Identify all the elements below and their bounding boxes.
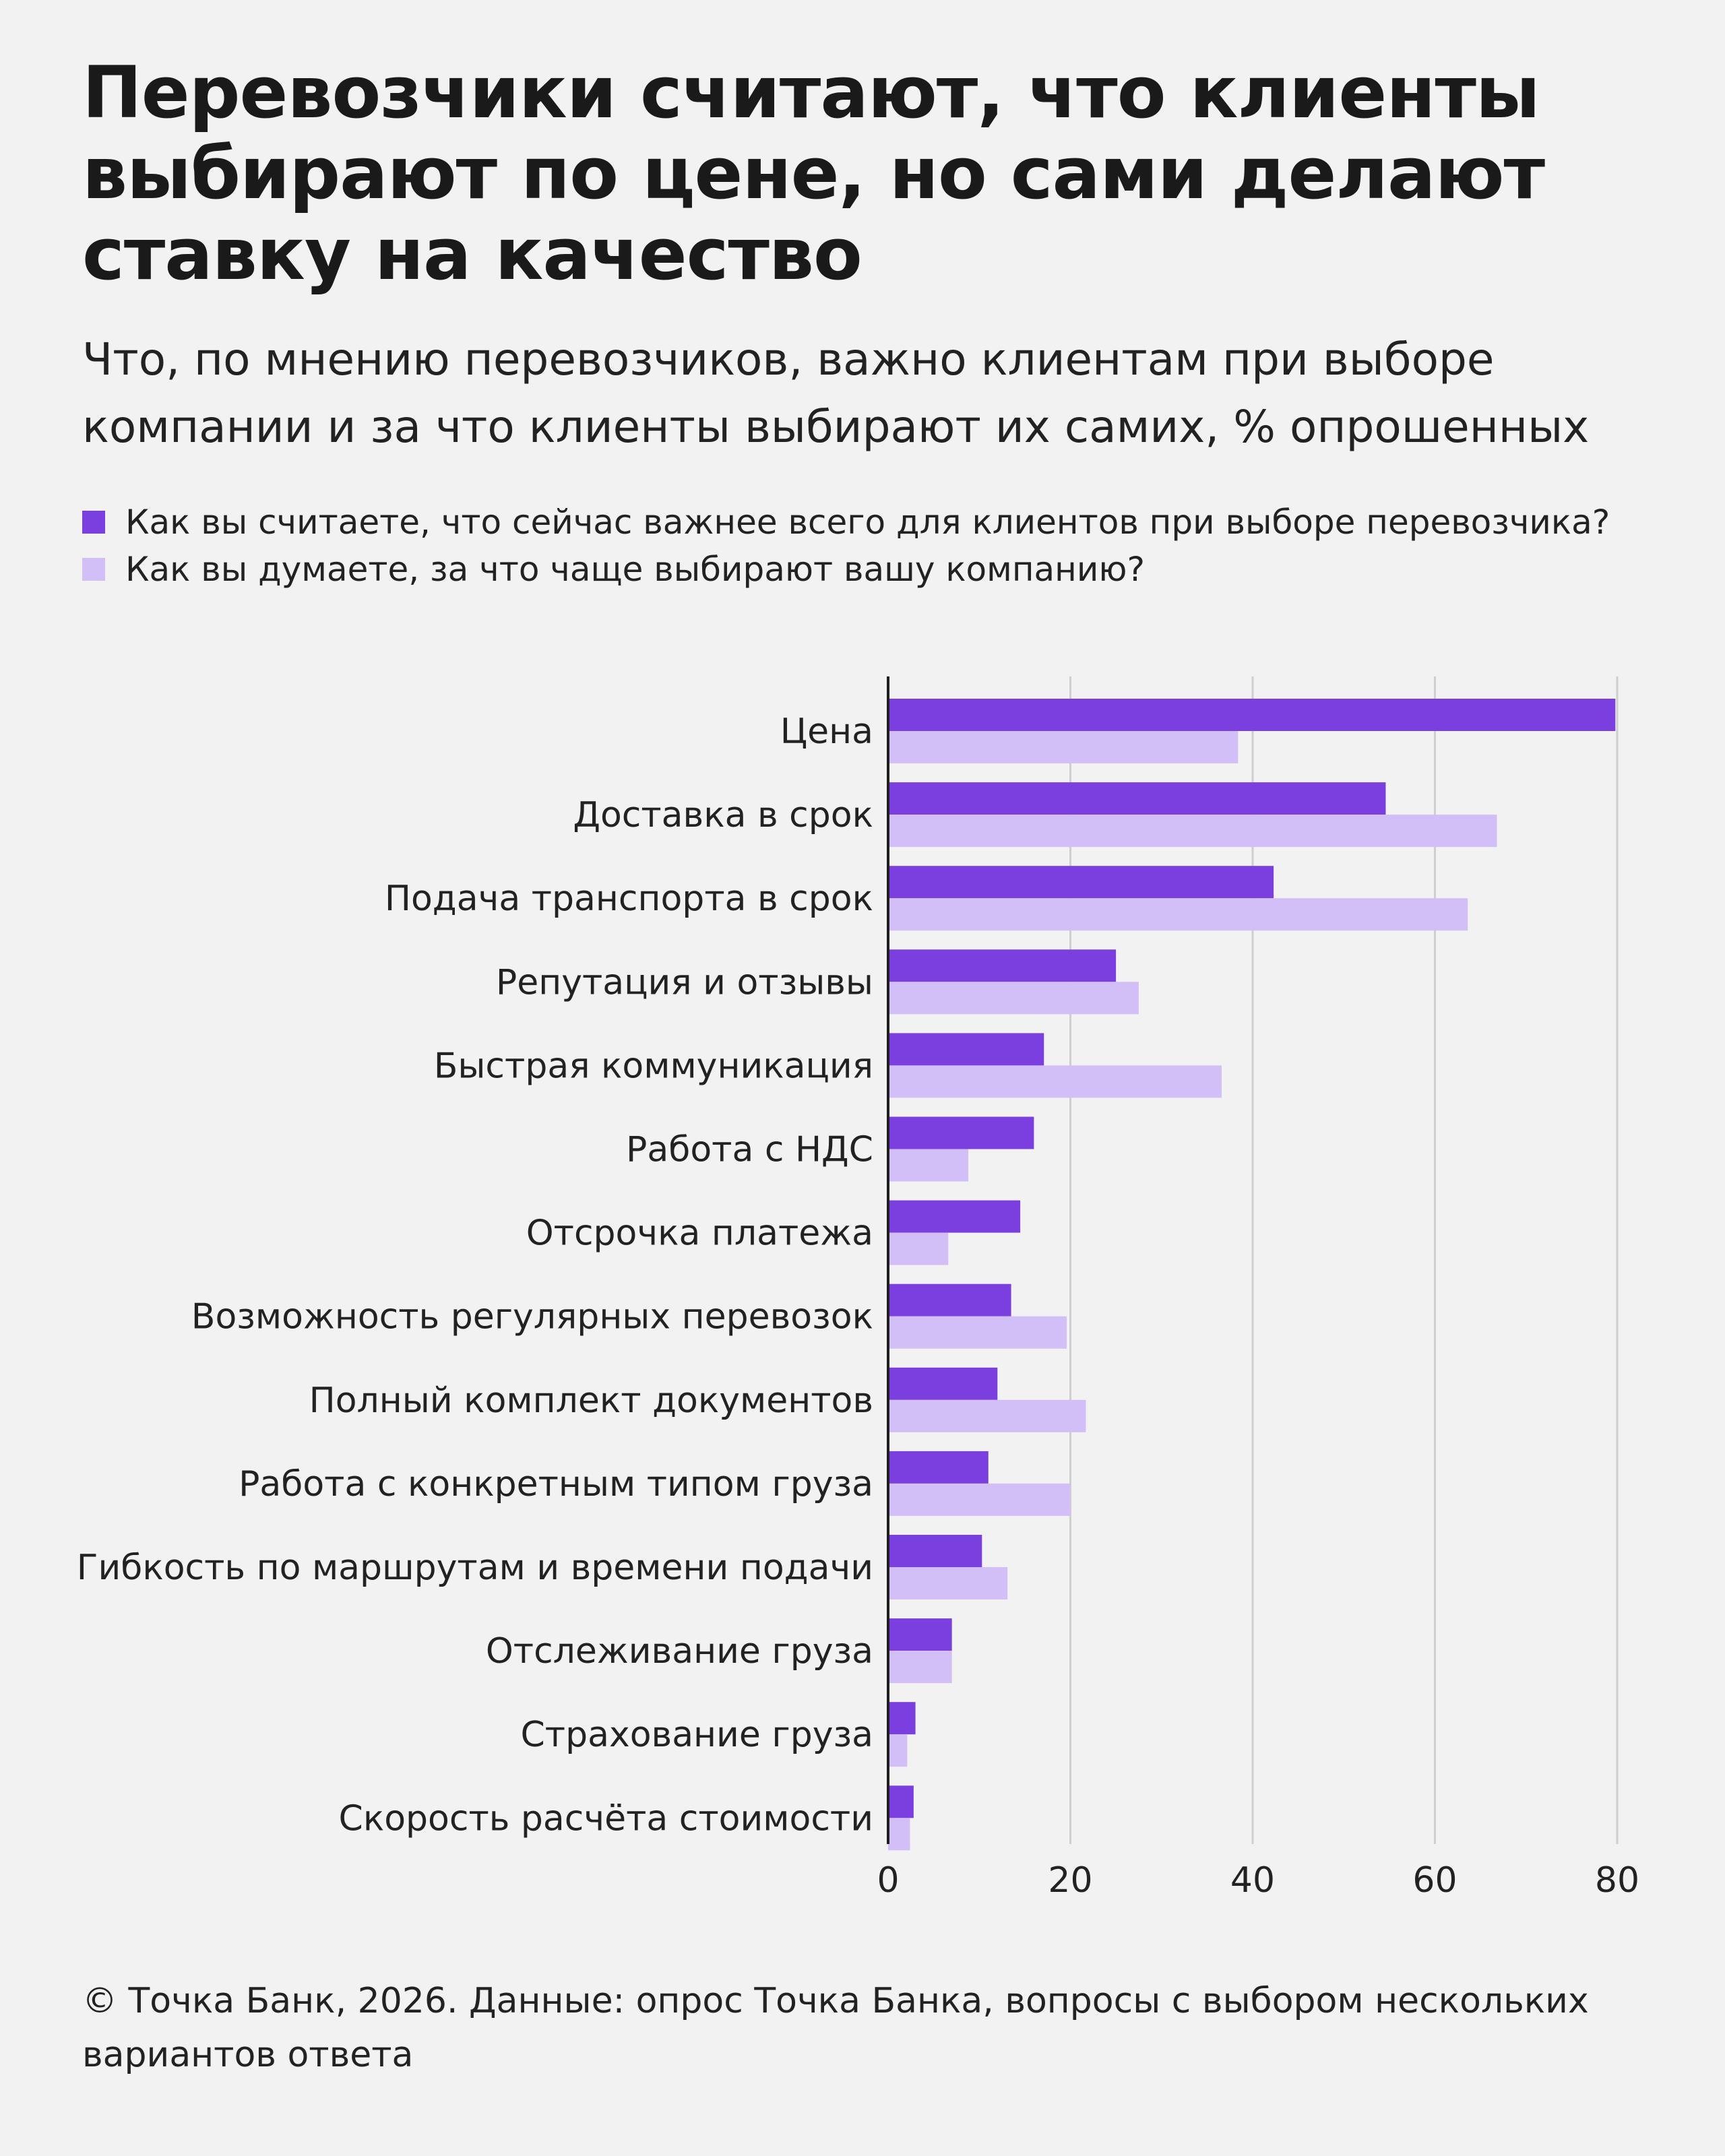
bar-company-chosen-0	[888, 731, 1238, 763]
category-label-7: Возможность регулярных перевозок	[191, 1297, 873, 1337]
bar-clients-important-3	[888, 949, 1117, 982]
bar-company-chosen-12	[888, 1734, 908, 1767]
legend-swatch-dark	[82, 511, 105, 534]
legend-swatch-light	[82, 558, 105, 581]
footer-line-1: © Точка Банк, 2026. Данные: опрос Точка …	[82, 1981, 1589, 2021]
chart-subtitle-line-1: Что, по мнению перевозчиков, важно клиен…	[82, 334, 1495, 385]
footer-line-2: вариантов ответа	[82, 2035, 414, 2075]
chart-title-line-2: выбирают по цене, но сами делают	[82, 132, 1545, 215]
category-label-5: Работа с НДС	[626, 1130, 873, 1170]
bar-clients-important-9	[888, 1451, 989, 1484]
bar-clients-important-4	[888, 1033, 1044, 1066]
bar-clients-important-2	[888, 866, 1274, 899]
category-label-9: Работа с конкретным типом груза	[239, 1464, 873, 1504]
bar-clients-important-5	[888, 1116, 1034, 1149]
legend-item-clients-important: Как вы считаете, что сейчас важнее всего…	[82, 499, 1610, 546]
bar-company-chosen-10	[888, 1567, 1008, 1599]
bar-clients-important-12	[888, 1702, 916, 1735]
bar-company-chosen-3	[888, 982, 1139, 1015]
bar-company-chosen-8	[888, 1399, 1086, 1432]
bar-clients-important-6	[888, 1200, 1021, 1233]
x-tick-label-40: 40	[1230, 1860, 1275, 1901]
category-label-11: Отслеживание груза	[486, 1631, 873, 1672]
bar-clients-important-10	[888, 1535, 982, 1567]
category-label-6: Отсрочка платежа	[526, 1213, 873, 1254]
category-label-8: Полный комплект документов	[309, 1381, 873, 1421]
chart-title: Перевозчики считают, что клиенты выбираю…	[82, 53, 1645, 295]
x-tick-label-80: 80	[1595, 1860, 1639, 1901]
bar-company-chosen-1	[888, 815, 1497, 848]
bar-company-chosen-4	[888, 1065, 1222, 1098]
chart-subtitle: Что, по мнению перевозчиков, важно клиен…	[82, 326, 1672, 461]
bar-clients-important-13	[888, 1785, 914, 1818]
category-label-3: Репутация и отзывы	[496, 962, 873, 1003]
category-labels: Цена Доставка в срок Подача транспорта в с…	[77, 711, 873, 1839]
bar-company-chosen-11	[888, 1651, 952, 1684]
bar-clients-important-1	[888, 782, 1386, 815]
chart-title-line-1: Перевозчики считают, что клиенты	[82, 51, 1540, 134]
chart-footer: © Точка Банк, 2026. Данные: опрос Точка …	[82, 1974, 1672, 2082]
bar-company-chosen-9	[888, 1483, 1071, 1516]
bar-company-chosen-5	[888, 1149, 969, 1182]
legend-item-company-chosen: Как вы думаете, за что чаще выбирают ваш…	[82, 546, 1610, 593]
x-tick-label-60: 60	[1412, 1860, 1457, 1901]
category-label-0: Цена	[780, 711, 873, 752]
category-label-2: Подача транспорта в срок	[385, 879, 873, 919]
legend-label-clients-important: Как вы считаете, что сейчас важнее всего…	[125, 503, 1610, 542]
x-tick-label-0: 0	[877, 1860, 899, 1901]
category-label-12: Страхование груза	[520, 1715, 873, 1755]
category-label-10: Гибкость по маршрутам и времени подачи	[77, 1548, 873, 1588]
chart-bars	[888, 699, 1616, 1851]
chart-gridlines	[1069, 676, 1619, 1844]
category-label-1: Доставка в срок	[573, 795, 873, 835]
bar-clients-important-8	[888, 1367, 998, 1400]
x-tick-label-20: 20	[1048, 1860, 1092, 1901]
legend-label-company-chosen: Как вы думаете, за что чаще выбирают ваш…	[125, 550, 1145, 589]
bar-clients-important-0	[888, 699, 1616, 731]
chart-title-line-3: ставку на качество	[82, 213, 862, 296]
bar-clients-important-11	[888, 1618, 952, 1651]
bar-company-chosen-6	[888, 1232, 949, 1265]
bar-clients-important-7	[888, 1283, 1011, 1317]
category-label-13: Скорость расчёта стоимости	[339, 1798, 873, 1839]
bar-company-chosen-2	[888, 898, 1468, 931]
category-label-4: Быстрая коммуникация	[434, 1046, 873, 1086]
bar-company-chosen-7	[888, 1316, 1067, 1349]
chart-subtitle-line-2: компании и за что клиенты выбирают их са…	[82, 401, 1590, 453]
bar-company-chosen-13	[888, 1818, 910, 1851]
x-tick-labels: 0 20 40 60 80	[877, 1860, 1639, 1901]
chart-legend: Как вы считаете, что сейчас важнее всего…	[82, 499, 1610, 593]
